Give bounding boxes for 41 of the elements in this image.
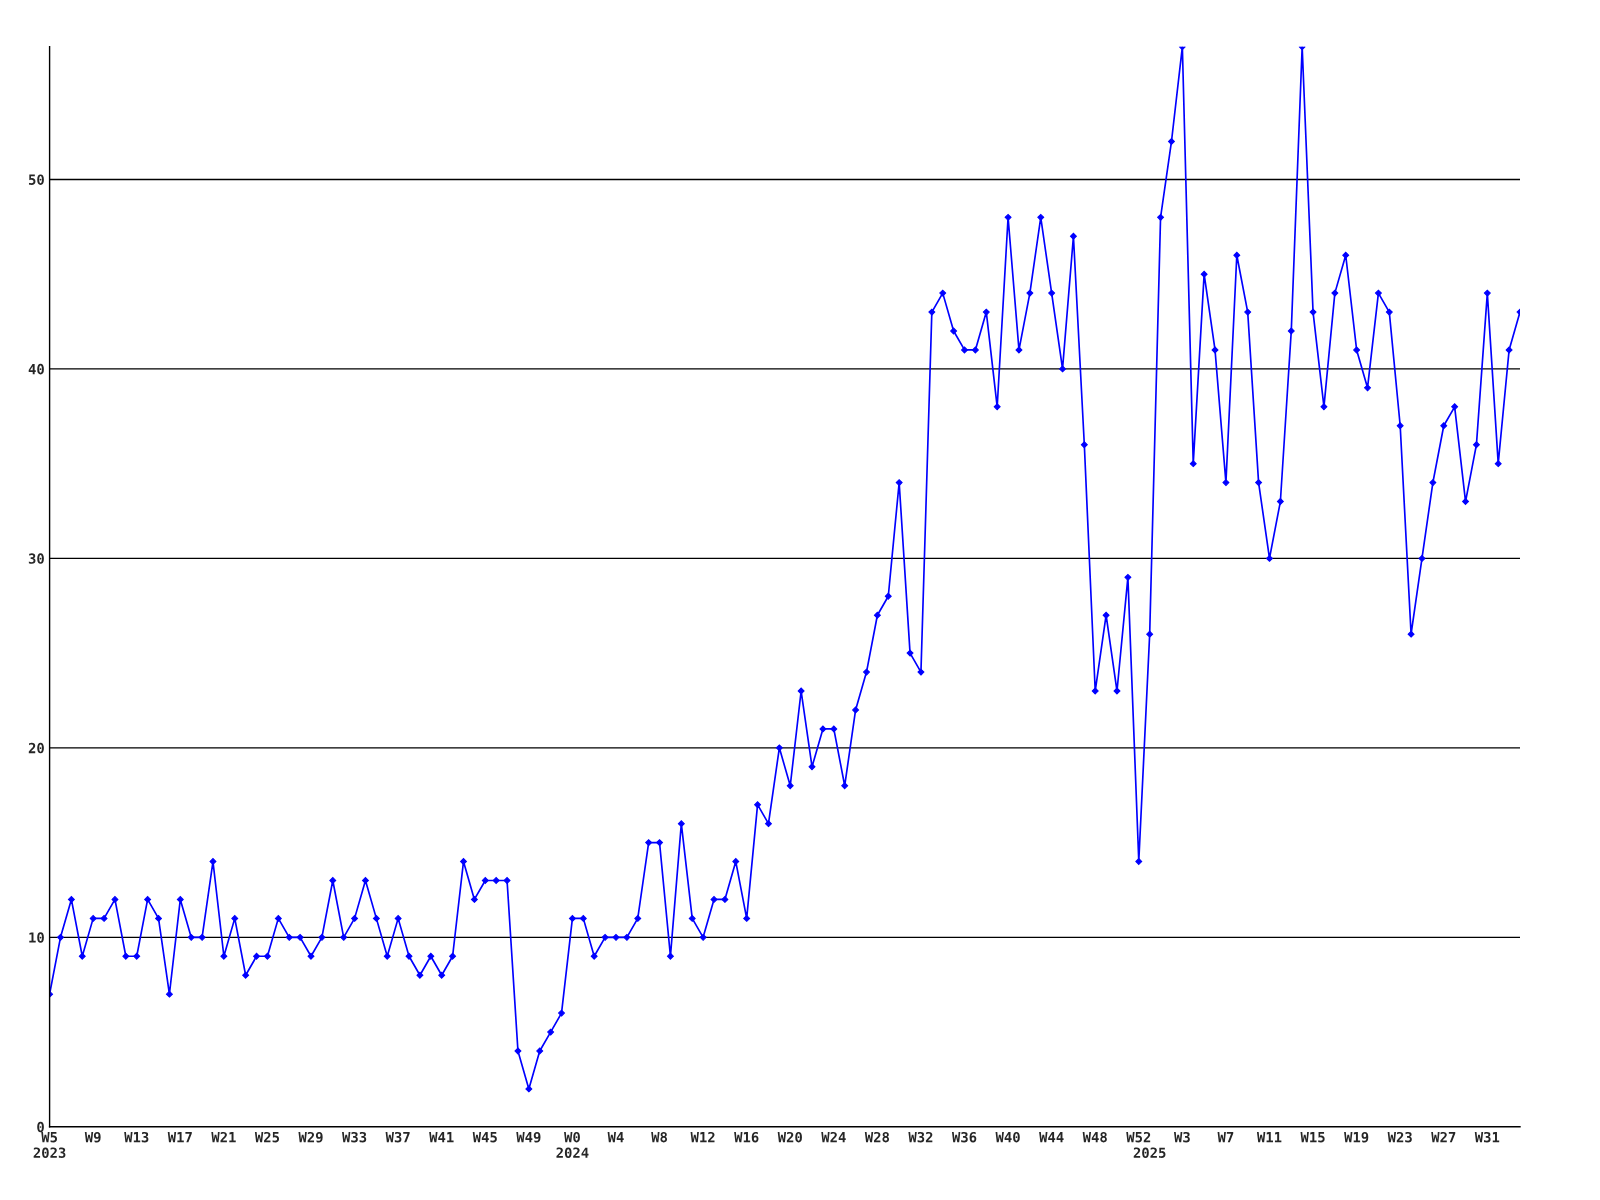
x-tick-label: W44 (1039, 1132, 1064, 1143)
x-tick-label: W37 (385, 1131, 410, 1143)
x-tick-label: W41 (429, 1132, 454, 1143)
x-tick-label: W13 (124, 1131, 149, 1143)
y-tick-label: 40 (28, 363, 44, 375)
x-tick-label: W11 (1256, 1132, 1282, 1143)
x-tick-label: W31 (1474, 1131, 1500, 1143)
x-tick-label: W3 (1173, 1131, 1190, 1143)
x-tick-label: W28 (864, 1131, 890, 1143)
x-tick-label: W7 (1217, 1132, 1234, 1143)
x-tick-label: W27 (1431, 1131, 1456, 1143)
x-tick-label: W48 (1082, 1131, 1107, 1143)
x-tick-label: W36 (951, 1131, 977, 1143)
y-tick-label: 0 (37, 1121, 44, 1133)
x-tick-label: W45 (472, 1132, 497, 1143)
x-tick-label: W21 (211, 1131, 236, 1143)
y-tick-label: 20 (28, 742, 44, 754)
x-tick-label: W33 (342, 1131, 367, 1143)
x-tick-label: W15 (1300, 1132, 1325, 1143)
x-tick-label: W24 (821, 1131, 846, 1143)
x-tick-label: 2025 (1133, 1147, 1166, 1158)
x-tick-label: W40 (995, 1131, 1020, 1143)
x-tick-label: W5 2023 (33, 1132, 66, 1158)
x-tick-label: W0 2024 (556, 1131, 589, 1158)
x-tick-label: W19 (1344, 1132, 1369, 1143)
x-tick-label: W49 (516, 1132, 541, 1143)
x-tick-label: W12 (690, 1131, 715, 1143)
x-tick-label: W4 (607, 1132, 624, 1143)
x-tick-label: W8 (651, 1131, 668, 1143)
y-tick-label: 50 (28, 174, 44, 185)
y-tick-label: 10 (29, 932, 44, 943)
x-tick-label: W25 (254, 1131, 280, 1143)
x-tick-label: W29 (298, 1131, 323, 1143)
x-tick-label: W17 (167, 1132, 192, 1143)
x-tick-label: W9 (84, 1132, 101, 1143)
x-tick-label: W16 (734, 1131, 759, 1143)
x-tick-label: W32 (908, 1131, 933, 1143)
y-tick-label: 30 (28, 553, 44, 564)
x-tick-label: W23 (1387, 1131, 1412, 1143)
x-tick-label: W52 (1126, 1131, 1151, 1143)
x-tick-label: W20 (777, 1131, 802, 1143)
